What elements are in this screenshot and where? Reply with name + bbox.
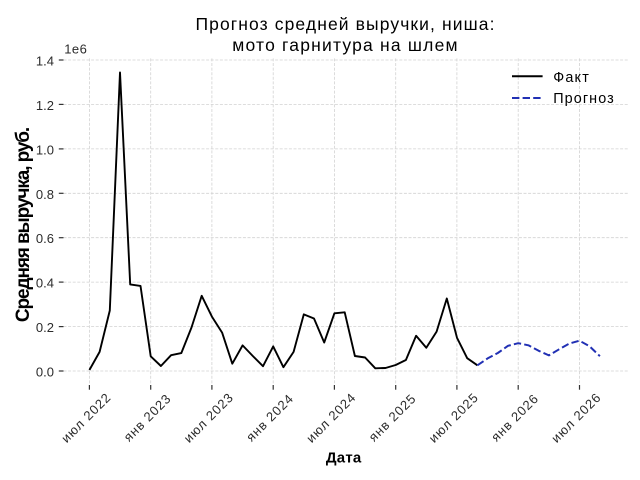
svg-text:0.0: 0.0 <box>36 365 54 380</box>
svg-text:1.4: 1.4 <box>36 54 54 69</box>
svg-text:0.4: 0.4 <box>36 276 54 291</box>
svg-text:мото гарнитура на шлем: мото гарнитура на шлем <box>232 35 458 55</box>
svg-text:1.0: 1.0 <box>36 142 54 157</box>
svg-text:1.2: 1.2 <box>36 98 54 113</box>
svg-text:Прогноз: Прогноз <box>553 91 615 107</box>
svg-text:Прогноз средней выручки, ниша:: Прогноз средней выручки, ниша: <box>195 14 495 34</box>
svg-text:Дата: Дата <box>326 449 362 466</box>
svg-text:0.8: 0.8 <box>36 187 54 202</box>
svg-text:Средняя выручка, руб.: Средняя выручка, руб. <box>13 128 34 322</box>
svg-text:0.2: 0.2 <box>36 320 54 335</box>
svg-text:Факт: Факт <box>553 70 590 86</box>
svg-text:0.6: 0.6 <box>36 231 54 246</box>
svg-text:1e6: 1e6 <box>64 42 87 57</box>
